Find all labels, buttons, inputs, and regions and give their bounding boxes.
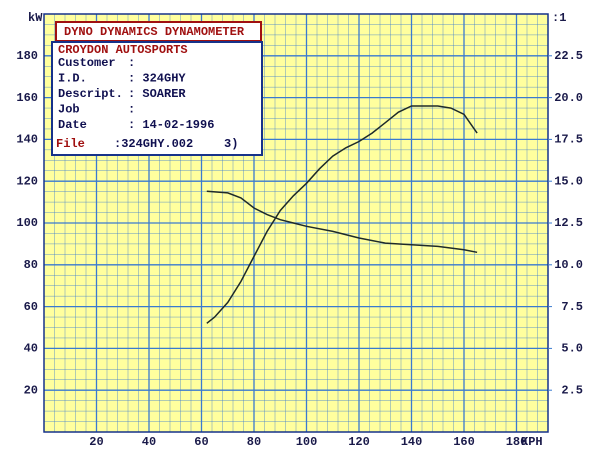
y-tick-label: 160: [16, 91, 38, 105]
file-extra: 3): [224, 137, 238, 151]
field-label: Descript.: [58, 87, 123, 101]
x-tick-label: 140: [401, 435, 423, 449]
field-label: Job: [58, 103, 80, 117]
y-tick-label: 180: [16, 49, 38, 63]
y-axis-label: kW: [28, 11, 43, 25]
x-tick-label: 60: [194, 435, 208, 449]
y2-axis-label: :1: [552, 11, 566, 25]
y2-tick-label: 20.0: [554, 91, 583, 105]
field-value: : SOARER: [128, 87, 186, 101]
field-value: : 14-02-1996: [128, 118, 214, 132]
data-line: [206, 190, 478, 254]
file-label: File: [56, 137, 85, 151]
x-tick-label: 100: [296, 435, 318, 449]
x-tick-label: 160: [453, 435, 475, 449]
x-tick-label: 120: [348, 435, 370, 449]
y-tick-label: 20: [24, 383, 38, 397]
panel-box: [51, 41, 263, 156]
y-tick-label: 140: [16, 133, 38, 147]
x-tick-label: 20: [89, 435, 103, 449]
y2-tick-label: 15.0: [554, 174, 583, 188]
axis-labels: kW :1 KPH: [28, 11, 566, 449]
x-tick-label: 40: [142, 435, 156, 449]
x-axis-label: KPH: [521, 435, 543, 449]
y2-tick-label: 17.5: [554, 133, 583, 147]
field-value: :: [128, 103, 135, 117]
x-tick-label: 80: [247, 435, 261, 449]
y-tick-label: 40: [24, 342, 38, 356]
field-value: : 324GHY: [128, 72, 186, 86]
y-tick-label: 100: [16, 216, 38, 230]
y2-tick-label: 22.5: [554, 49, 583, 63]
field-value: :: [128, 56, 135, 70]
field-label: Date: [58, 118, 87, 132]
data-line: [206, 105, 478, 324]
info-panel: DYNO DYNAMICS DYNAMOMETER CROYDON AUTOSP…: [51, 21, 263, 156]
company: CROYDON AUTOSPORTS: [58, 43, 188, 57]
y-tick-label: 120: [16, 174, 38, 188]
field-label: Customer: [58, 56, 116, 70]
file-value: :324GHY.002: [114, 137, 193, 151]
y-tick-label: 80: [24, 258, 38, 272]
y2-tick-label: 12.5: [554, 216, 583, 230]
x-tick-label: 180: [506, 435, 528, 449]
field-label: I.D.: [58, 72, 87, 86]
y2-tick-label: 7.5: [561, 300, 583, 314]
y2-tick-label: 10.0: [554, 258, 583, 272]
y2-tick-label: 5.0: [561, 342, 583, 356]
panel-title: DYNO DYNAMICS DYNAMOMETER: [64, 25, 245, 39]
y-tick-label: 60: [24, 300, 38, 314]
y2-tick-label: 2.5: [561, 383, 583, 397]
